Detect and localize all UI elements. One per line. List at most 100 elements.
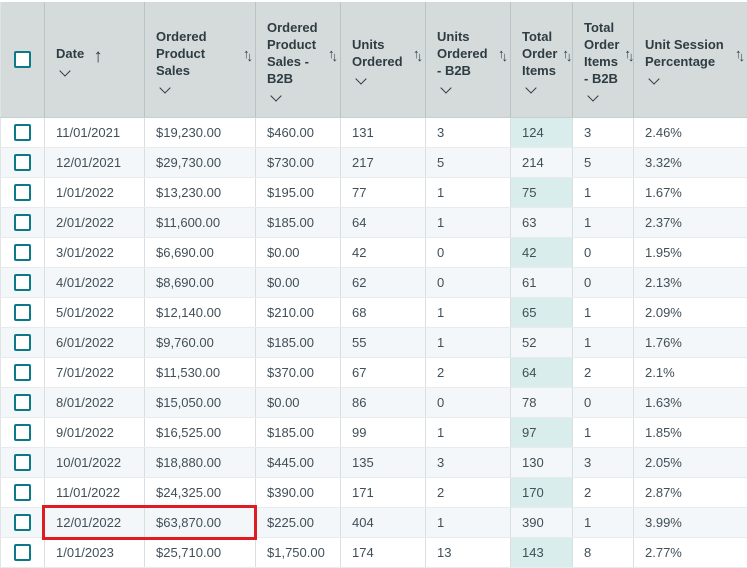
sort-ascending-icon[interactable]: ↑ xyxy=(93,46,103,67)
sort-icon[interactable]: ↑ ↓ xyxy=(735,47,745,63)
chevron-down-icon[interactable] xyxy=(270,90,282,102)
cell-date: 11/01/2022 xyxy=(44,477,145,508)
col-header-label: Total Order Items xyxy=(522,28,558,78)
cell-ordered_product_sales_b2b: $0.00 xyxy=(255,387,341,418)
cell-unit_session_percentage: 1.76% xyxy=(633,327,747,358)
cell-units_ordered_b2b: 1 xyxy=(425,417,511,448)
sort-icon[interactable]: ↑ ↓ xyxy=(413,47,423,63)
chevron-down-icon[interactable] xyxy=(648,73,660,85)
table-row: 11/01/2022 $24,325.00 $390.00 171 2 170 2 2.87% xyxy=(0,477,747,508)
chevron-down-icon[interactable] xyxy=(59,64,71,77)
cell-units_ordered: 99 xyxy=(340,417,426,448)
cell-unit_session_percentage: 1.85% xyxy=(633,417,747,448)
cell-total_order_items_b2b: 2 xyxy=(572,477,634,508)
cell-ordered_product_sales_b2b: $730.00 xyxy=(255,147,341,178)
col-header-label: Units Ordered xyxy=(352,37,403,69)
cell-unit_session_percentage: 2.46% xyxy=(633,117,747,148)
chevron-down-icon[interactable] xyxy=(159,81,171,94)
col-header-units_ordered_b2b[interactable]: Units Ordered - B2B ↑ ↓ xyxy=(425,2,511,118)
cell-total_order_items_b2b: 3 xyxy=(572,117,634,148)
row-checkbox[interactable] xyxy=(14,184,31,201)
chevron-down-icon[interactable] xyxy=(525,81,537,94)
table-row: 7/01/2022 $11,530.00 $370.00 67 2 64 2 2.1% xyxy=(0,357,747,388)
cell-total_order_items_b2b: 1 xyxy=(572,207,634,238)
col-header-ordered_product_sales_b2b[interactable]: Ordered Product Sales - B2B ↑ ↓ xyxy=(255,2,341,118)
row-checkbox[interactable] xyxy=(14,394,31,411)
cell-units_ordered_b2b: 3 xyxy=(425,447,511,478)
row-select-cell xyxy=(0,537,45,568)
row-checkbox[interactable] xyxy=(14,454,31,471)
cell-total_order_items_b2b: 0 xyxy=(572,237,634,268)
table-row: 4/01/2022 $8,690.00 $0.00 62 0 61 0 2.13% xyxy=(0,267,747,298)
cell-ordered_product_sales_b2b: $210.00 xyxy=(255,297,341,328)
cell-date: 7/01/2022 xyxy=(44,357,145,388)
sort-icon[interactable]: ↑ ↓ xyxy=(328,47,338,63)
cell-unit_session_percentage: 2.87% xyxy=(633,477,747,508)
row-select-cell xyxy=(0,177,45,208)
cell-date: 11/01/2021 xyxy=(44,117,145,148)
row-select-cell xyxy=(0,117,45,148)
row-checkbox[interactable] xyxy=(14,124,31,141)
cell-units_ordered: 174 xyxy=(340,537,426,568)
row-select-cell xyxy=(0,387,45,418)
cell-total_order_items_b2b: 1 xyxy=(572,417,634,448)
col-header-ordered_product_sales[interactable]: Ordered Product Sales ↑ ↓ xyxy=(144,2,256,118)
row-checkbox[interactable] xyxy=(14,304,31,321)
col-header-label: Unit Session Percentage xyxy=(645,37,724,69)
sort-up-arrow-icon: ↑ xyxy=(243,45,250,61)
sort-icon[interactable]: ↑ ↓ xyxy=(243,45,253,63)
cell-ordered_product_sales: $63,870.00 xyxy=(144,507,256,538)
cell-date: 12/01/2022 xyxy=(44,507,145,538)
select-all-checkbox[interactable] xyxy=(14,51,31,68)
cell-unit_session_percentage: 2.05% xyxy=(633,447,747,478)
col-header-units_ordered[interactable]: Units Ordered ↑ ↓ xyxy=(340,2,426,118)
cell-units_ordered_b2b: 1 xyxy=(425,207,511,238)
table-row: 6/01/2022 $9,760.00 $185.00 55 1 52 1 1.76% xyxy=(0,327,747,358)
chevron-down-icon[interactable] xyxy=(440,81,452,94)
col-header-total_order_items[interactable]: Total Order Items ↑ ↓ xyxy=(510,2,573,118)
cell-ordered_product_sales_b2b: $445.00 xyxy=(255,447,341,478)
sort-down-arrow-icon: ↓ xyxy=(627,48,635,64)
chevron-down-icon[interactable] xyxy=(587,90,599,102)
cell-total_order_items: 143 xyxy=(510,537,573,568)
col-header-label: Ordered Product Sales - B2B xyxy=(267,20,318,86)
col-header-date[interactable]: Date ↑ xyxy=(44,2,145,118)
table-row: 11/01/2021 $19,230.00 $460.00 131 3 124 3 2.46% xyxy=(0,117,747,148)
cell-total_order_items: 124 xyxy=(510,117,573,148)
cell-ordered_product_sales_b2b: $195.00 xyxy=(255,177,341,208)
row-checkbox[interactable] xyxy=(14,544,31,561)
sort-icon[interactable]: ↑ ↓ xyxy=(498,47,508,63)
col-header-label: Date xyxy=(56,45,85,61)
row-select-cell xyxy=(0,207,45,238)
cell-units_ordered: 42 xyxy=(340,237,426,268)
cell-ordered_product_sales_b2b: $0.00 xyxy=(255,267,341,298)
cell-total_order_items: 52 xyxy=(510,327,573,358)
cell-units_ordered: 171 xyxy=(340,477,426,508)
row-checkbox[interactable] xyxy=(14,514,31,531)
row-checkbox[interactable] xyxy=(14,274,31,291)
cell-total_order_items: 170 xyxy=(510,477,573,508)
row-checkbox[interactable] xyxy=(14,424,31,441)
chevron-down-icon[interactable] xyxy=(355,73,367,85)
sort-icon[interactable]: ↑ ↓ xyxy=(562,47,572,63)
row-checkbox[interactable] xyxy=(14,364,31,381)
row-checkbox[interactable] xyxy=(14,214,31,231)
row-checkbox[interactable] xyxy=(14,244,31,261)
row-select-cell xyxy=(0,267,45,298)
row-checkbox[interactable] xyxy=(14,154,31,171)
row-checkbox[interactable] xyxy=(14,484,31,501)
cell-ordered_product_sales_b2b: $370.00 xyxy=(255,357,341,388)
cell-total_order_items: 390 xyxy=(510,507,573,538)
cell-total_order_items: 42 xyxy=(510,237,573,268)
table-row: 3/01/2022 $6,690.00 $0.00 42 0 42 0 1.95% xyxy=(0,237,747,268)
cell-date: 6/01/2022 xyxy=(44,327,145,358)
col-header-total_order_items_b2b[interactable]: Total Order Items - B2B ↑ ↓ xyxy=(572,2,635,118)
cell-units_ordered: 86 xyxy=(340,387,426,418)
cell-total_order_items_b2b: 5 xyxy=(572,147,634,178)
cell-total_order_items: 63 xyxy=(510,207,573,238)
cell-date: 9/01/2022 xyxy=(44,417,145,448)
col-header-unit_session_percentage[interactable]: Unit Session Percentage ↑ ↓ xyxy=(633,2,747,118)
sort-icon[interactable]: ↑ ↓ xyxy=(624,47,635,64)
row-checkbox[interactable] xyxy=(14,334,31,351)
